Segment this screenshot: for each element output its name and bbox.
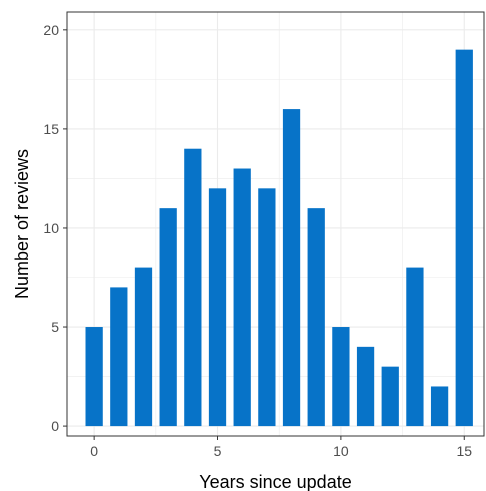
bar [381,366,399,427]
tick-labels: 0 5 10 15 0 5 10 15 20 [43,22,472,459]
x-tick-label: 10 [333,443,349,459]
bar [282,109,301,427]
bar [85,327,103,427]
bar [406,267,424,427]
bar [430,386,449,427]
bar [307,208,325,427]
y-axis-title: Number of reviews [12,149,32,299]
bar [110,287,128,427]
y-tick-label: 10 [43,220,59,236]
bars [85,49,473,427]
bar [455,49,473,427]
bar [258,188,276,427]
bar [159,208,177,427]
x-axis-title: Years since update [199,472,351,491]
axis-ticks [63,29,465,440]
x-tick-label: 0 [90,443,98,459]
panel-border [66,11,485,437]
y-tick-label: 0 [51,418,59,434]
bar [356,346,375,427]
y-tick-label: 15 [43,121,59,137]
y-tick-label: 20 [43,22,59,38]
bar [208,188,227,427]
bar [332,327,350,427]
y-tick-label: 5 [51,319,59,335]
bar [134,267,153,427]
bar [233,168,251,427]
bar [184,148,202,427]
x-tick-label: 5 [214,443,222,459]
x-tick-label: 15 [456,443,472,459]
